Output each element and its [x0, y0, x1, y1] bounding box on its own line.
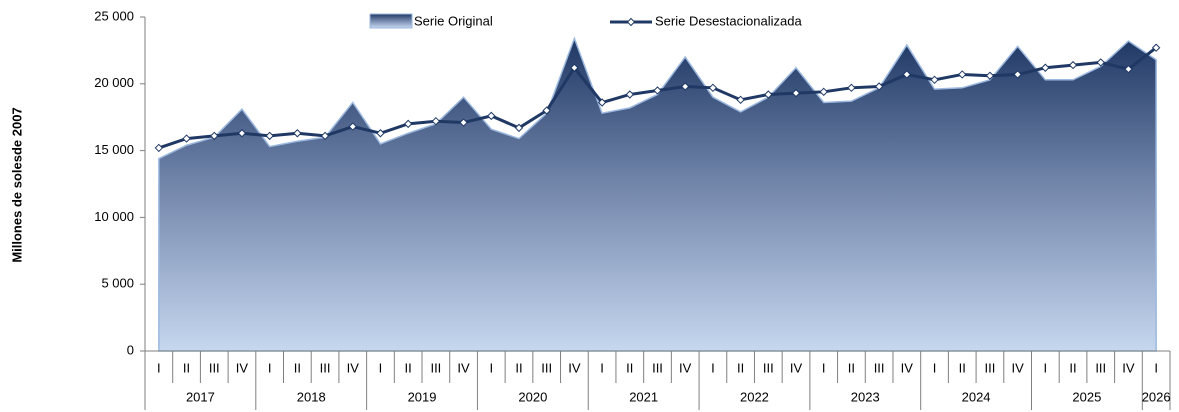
legend-swatch	[369, 13, 413, 29]
x-group-label: 2018	[297, 389, 326, 404]
marker	[930, 75, 939, 84]
marker	[791, 88, 801, 98]
x-tick-label: I	[933, 360, 937, 375]
x-tick-label: I	[157, 360, 161, 375]
x-tick-label: II	[848, 360, 855, 375]
x-tick-label: I	[489, 360, 493, 375]
x-tick-label: I	[822, 360, 826, 375]
x-tick-label: IV	[679, 360, 692, 375]
marker	[487, 111, 496, 121]
marker	[348, 122, 357, 131]
marker	[1013, 70, 1022, 79]
x-tick-label: II	[405, 360, 412, 375]
x-tick-label: IV	[347, 360, 360, 375]
marker	[680, 82, 690, 91]
y-tick-label: 15 000	[94, 142, 134, 157]
x-tick-label: III	[652, 360, 663, 375]
x-tick-label: IV	[568, 360, 581, 375]
legend-marker	[626, 17, 636, 27]
x-group-label: 2023	[851, 389, 880, 404]
x-tick-label: IV	[457, 360, 470, 375]
x-tick-label: IV	[901, 360, 914, 375]
x-tick-label: II	[737, 360, 744, 375]
x-tick-label: III	[209, 360, 220, 375]
x-group-label: 2025	[1072, 389, 1101, 404]
x-group-label: 2026	[1142, 389, 1171, 404]
x-tick-label: I	[268, 360, 272, 375]
x-group-label: 2017	[186, 389, 215, 404]
y-tick-label: 0	[127, 342, 134, 357]
x-tick-label: IV	[1011, 360, 1024, 375]
x-tick-label: IV	[1122, 360, 1135, 375]
marker	[154, 143, 164, 153]
x-tick-label: III	[320, 360, 331, 375]
x-group-label: 2024	[962, 389, 991, 404]
marker	[819, 87, 828, 97]
marker	[459, 118, 468, 127]
x-tick-label: III	[541, 360, 552, 375]
marker	[1096, 58, 1105, 67]
marker	[736, 95, 745, 105]
x-tick-label: II	[515, 360, 522, 375]
marker	[570, 63, 579, 72]
marker	[182, 134, 191, 143]
marker	[1068, 60, 1078, 70]
marker	[237, 129, 247, 138]
x-tick-label: I	[600, 360, 604, 375]
x-group-label: 2021	[629, 389, 658, 404]
x-tick-label: I	[1044, 360, 1048, 375]
legend-label: Serie Desestacionalizada	[655, 13, 802, 28]
marker	[1041, 63, 1050, 72]
marker	[320, 131, 330, 141]
x-tick-label: III	[985, 360, 996, 375]
x-tick-label: II	[294, 360, 301, 375]
marker	[403, 119, 413, 129]
marker	[958, 70, 967, 79]
marker	[985, 71, 995, 80]
marker	[625, 90, 635, 99]
marker	[874, 82, 884, 91]
marker	[542, 106, 551, 115]
marker	[514, 123, 524, 133]
marker	[847, 83, 856, 93]
marker	[376, 129, 385, 138]
marker	[1124, 64, 1133, 74]
x-tick-label: III	[1095, 360, 1106, 375]
y-tick-label: 25 000	[94, 8, 134, 23]
x-tick-label: I	[379, 360, 383, 375]
x-group-label: 2022	[740, 389, 769, 404]
marker	[597, 98, 607, 107]
x-group-label: 2019	[408, 389, 437, 404]
x-group-label: 2020	[518, 389, 547, 404]
x-tick-label: III	[430, 360, 441, 375]
x-tick-label: IV	[790, 360, 803, 375]
marker	[764, 90, 773, 99]
y-axis-title: Millones de solesde 2007	[9, 107, 24, 262]
marker	[265, 131, 274, 141]
x-tick-label: I	[711, 360, 715, 375]
x-tick-label: I	[1154, 360, 1158, 375]
x-tick-label: III	[874, 360, 885, 375]
x-tick-label: II	[959, 360, 966, 375]
legend-label: Serie Original	[414, 13, 493, 28]
x-tick-label: II	[1069, 360, 1076, 375]
x-tick-label: III	[763, 360, 774, 375]
marker	[653, 86, 662, 95]
marker	[210, 131, 219, 141]
area	[158, 36, 1157, 352]
marker	[902, 70, 912, 79]
marker	[1151, 43, 1161, 52]
y-tick-label: 5 000	[101, 276, 134, 291]
y-tick-label: 10 000	[94, 209, 134, 224]
marker	[431, 117, 441, 126]
marker	[293, 129, 302, 138]
y-tick-label: 20 000	[94, 75, 134, 90]
x-tick-label: IV	[236, 360, 249, 375]
x-tick-label: II	[626, 360, 633, 375]
x-tick-label: II	[183, 360, 190, 375]
marker	[708, 83, 718, 93]
